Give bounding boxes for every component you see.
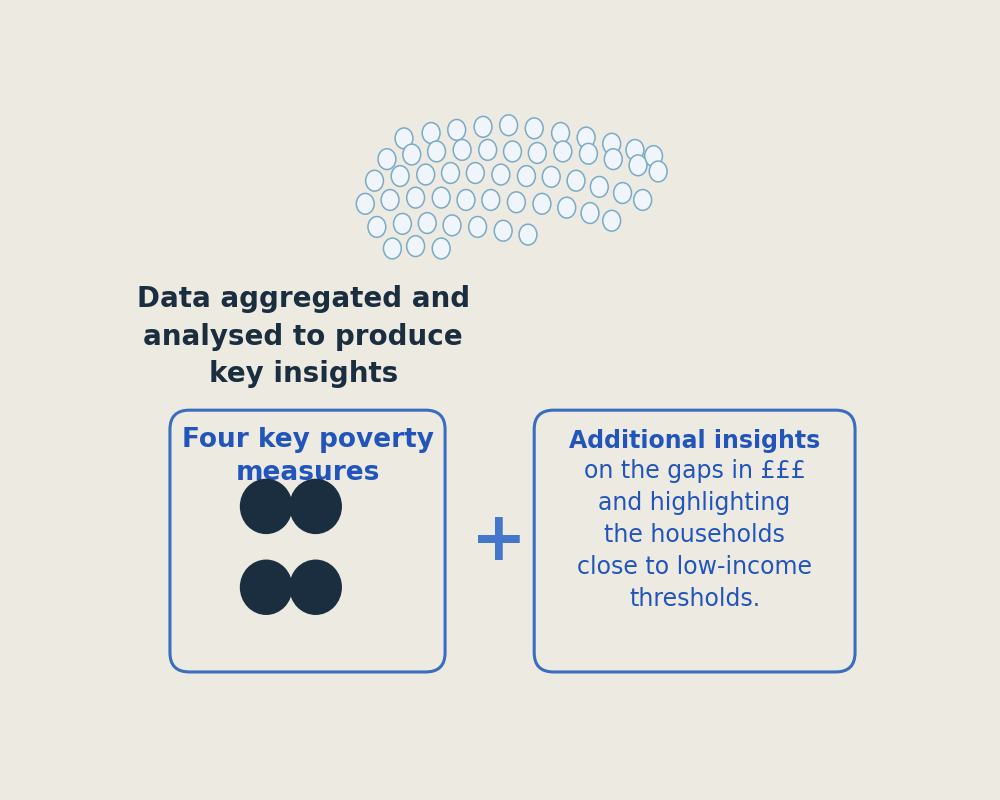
Ellipse shape <box>482 190 500 210</box>
Ellipse shape <box>432 238 450 259</box>
Ellipse shape <box>443 215 461 236</box>
Ellipse shape <box>381 190 399 210</box>
Ellipse shape <box>504 141 521 162</box>
Ellipse shape <box>542 166 560 187</box>
Ellipse shape <box>356 194 374 214</box>
Ellipse shape <box>554 141 572 162</box>
Ellipse shape <box>577 127 595 148</box>
Ellipse shape <box>494 220 512 241</box>
Ellipse shape <box>391 166 409 186</box>
Ellipse shape <box>629 155 647 176</box>
FancyBboxPatch shape <box>170 410 445 672</box>
FancyBboxPatch shape <box>534 410 855 672</box>
Ellipse shape <box>533 194 551 214</box>
Ellipse shape <box>240 478 293 534</box>
Text: Data aggregated and
analysed to produce
key insights: Data aggregated and analysed to produce … <box>137 285 470 389</box>
Ellipse shape <box>479 139 497 160</box>
Ellipse shape <box>581 202 599 223</box>
Ellipse shape <box>507 192 525 213</box>
Ellipse shape <box>395 128 413 149</box>
Ellipse shape <box>580 143 597 164</box>
Ellipse shape <box>528 142 546 163</box>
Ellipse shape <box>428 141 445 162</box>
Ellipse shape <box>603 210 621 231</box>
Ellipse shape <box>552 122 569 143</box>
Ellipse shape <box>590 177 608 198</box>
Ellipse shape <box>626 139 644 160</box>
Text: Four key poverty
measures: Four key poverty measures <box>182 427 434 486</box>
Ellipse shape <box>519 224 537 245</box>
Ellipse shape <box>383 238 401 259</box>
Ellipse shape <box>567 170 585 191</box>
Text: Additional insights: Additional insights <box>569 430 820 454</box>
Ellipse shape <box>448 119 466 140</box>
Ellipse shape <box>368 217 386 238</box>
Ellipse shape <box>500 115 518 136</box>
Ellipse shape <box>525 118 543 138</box>
Ellipse shape <box>469 217 487 238</box>
Ellipse shape <box>603 134 621 154</box>
Ellipse shape <box>492 164 510 185</box>
Ellipse shape <box>466 162 484 183</box>
Ellipse shape <box>289 478 342 534</box>
Ellipse shape <box>394 214 411 234</box>
Ellipse shape <box>407 187 425 208</box>
Ellipse shape <box>422 122 440 143</box>
Ellipse shape <box>634 190 652 210</box>
Ellipse shape <box>407 236 425 257</box>
Ellipse shape <box>457 190 475 210</box>
Ellipse shape <box>518 166 535 186</box>
Ellipse shape <box>378 149 396 170</box>
Ellipse shape <box>453 139 471 160</box>
Ellipse shape <box>442 162 459 183</box>
Ellipse shape <box>418 213 436 234</box>
Ellipse shape <box>558 198 576 218</box>
Ellipse shape <box>474 117 492 137</box>
Ellipse shape <box>604 149 622 170</box>
Text: +: + <box>471 508 526 574</box>
Ellipse shape <box>366 170 383 191</box>
Ellipse shape <box>289 559 342 615</box>
Ellipse shape <box>614 182 631 203</box>
Ellipse shape <box>432 187 450 208</box>
Ellipse shape <box>649 161 667 182</box>
Ellipse shape <box>240 559 293 615</box>
Ellipse shape <box>403 144 421 165</box>
Text: on the gaps in £££
and highlighting
the households
close to low-income
threshold: on the gaps in £££ and highlighting the … <box>577 458 812 610</box>
Ellipse shape <box>417 164 435 185</box>
Ellipse shape <box>645 146 662 166</box>
